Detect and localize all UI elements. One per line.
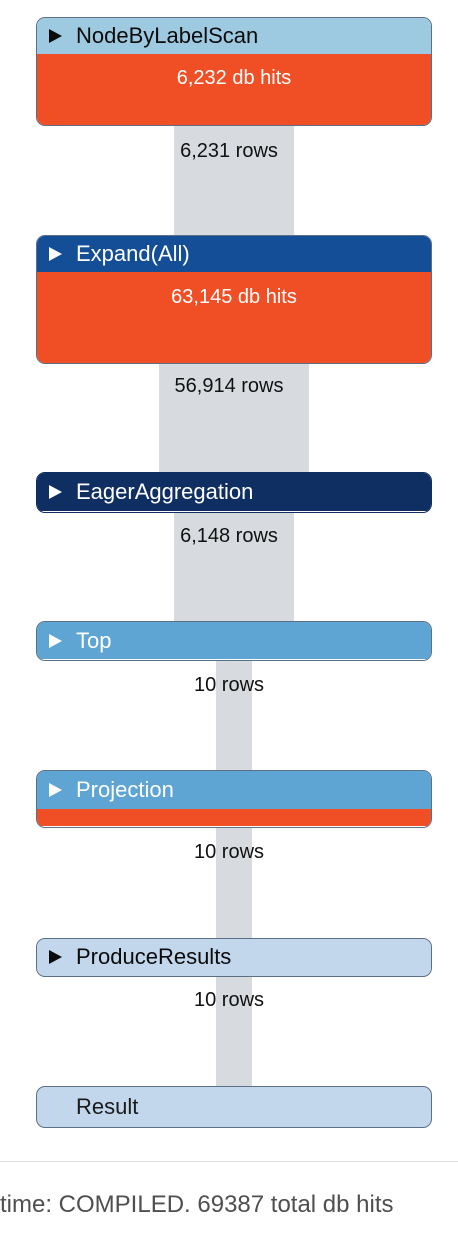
triangle-right-icon[interactable] <box>49 29 62 43</box>
row-count-label: 6,148 rows <box>180 525 278 547</box>
operator-header[interactable]: Top <box>37 622 431 659</box>
result-label: Result <box>76 1094 139 1119</box>
db-hits-bar: 63,145 db hits <box>37 272 431 363</box>
db-hits-label: 63,145 db hits <box>171 286 297 308</box>
operator-header[interactable]: ProduceResults <box>37 939 431 975</box>
row-flow-band <box>174 512 294 622</box>
operator-produce-results[interactable]: ProduceResults <box>36 938 432 977</box>
operator-name: NodeByLabelScan <box>76 23 259 48</box>
row-count-label: 56,914 rows <box>174 375 284 397</box>
operator-top[interactable]: Top <box>36 621 432 661</box>
row-count-label: 10 rows <box>193 989 265 1011</box>
row-count-label: 10 rows <box>193 674 265 696</box>
row-flow-band <box>216 976 252 1087</box>
operator-name: EagerAggregation <box>76 479 254 504</box>
operator-expand-all[interactable]: Expand(All) 63,145 db hits <box>36 235 432 364</box>
operator-name: Expand(All) <box>76 241 190 266</box>
status-footer: time: COMPILED. 69387 total db hits <box>0 1191 394 1218</box>
operator-name: ProduceResults <box>76 944 232 969</box>
operator-header[interactable]: EagerAggregation <box>37 473 431 511</box>
db-hits-bar: 6,232 db hits <box>37 54 431 125</box>
triangle-right-icon[interactable] <box>49 485 62 499</box>
db-hits-bar <box>37 809 431 826</box>
row-count-label: 6,231 rows <box>180 140 278 162</box>
triangle-right-icon[interactable] <box>49 247 62 261</box>
row-flow-band <box>174 125 294 236</box>
row-count-label: 10 rows <box>193 841 265 863</box>
operator-projection[interactable]: Projection <box>36 770 432 828</box>
row-flow-band <box>216 660 252 770</box>
operator-header[interactable]: Projection <box>37 771 431 809</box>
db-hits-label: 6,232 db hits <box>176 67 292 89</box>
triangle-right-icon[interactable] <box>49 783 62 797</box>
operator-name: Projection <box>76 777 174 802</box>
triangle-right-icon[interactable] <box>49 633 62 648</box>
triangle-right-icon[interactable] <box>49 950 62 964</box>
operator-header[interactable]: Expand(All) <box>37 236 431 272</box>
result-node: Result <box>36 1086 432 1128</box>
operator-eager-aggregation[interactable]: EagerAggregation <box>36 472 432 513</box>
row-flow-band <box>216 827 252 938</box>
row-flow-band <box>159 363 309 472</box>
operator-header[interactable]: NodeByLabelScan <box>37 18 431 54</box>
operator-node-by-label-scan[interactable]: NodeByLabelScan 6,232 db hits <box>36 17 432 126</box>
operator-name: Top <box>76 627 112 653</box>
footer-divider <box>0 1161 458 1162</box>
